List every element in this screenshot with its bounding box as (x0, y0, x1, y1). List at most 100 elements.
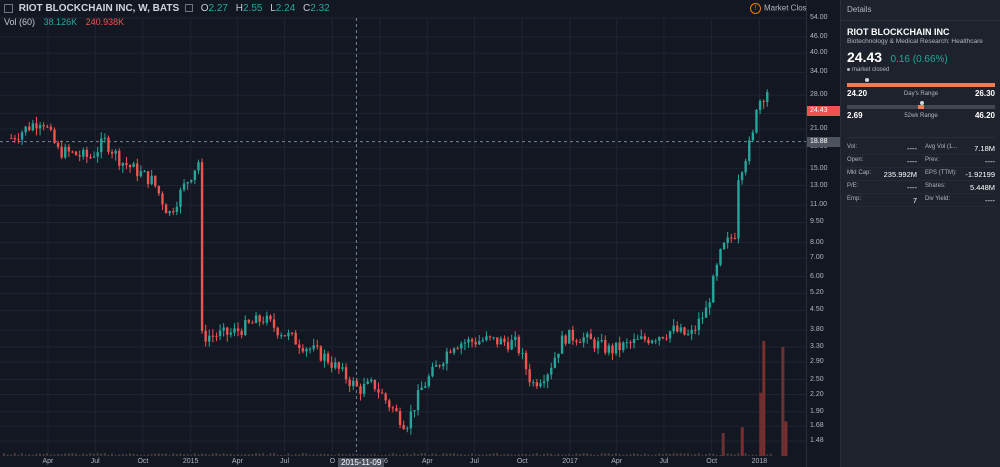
candle-body (539, 383, 542, 387)
volume-bar (319, 453, 322, 456)
volume-legend[interactable]: Vol (60) 38.126K 240.938K (4, 17, 124, 27)
volume-bar (658, 453, 661, 456)
stat-row: Emp: 7 Div Yield: ---- (847, 194, 995, 207)
volume-bar (679, 453, 682, 456)
volume-bar (309, 454, 311, 456)
volume-bar (726, 453, 729, 456)
volume-bar (168, 454, 171, 456)
current-price: 24.43 (847, 49, 883, 65)
volume-bar (298, 454, 301, 456)
volume-bar (247, 454, 250, 456)
candle-body (272, 319, 276, 328)
candle-body (442, 363, 445, 367)
x-tick-label: 2015 (183, 458, 199, 465)
candle-body (499, 338, 503, 345)
x-tick-label: Oct (706, 458, 717, 465)
stat-label: P/E: (847, 182, 859, 189)
volume-bar (517, 454, 520, 456)
candle-body (154, 175, 157, 186)
volume-bar (287, 453, 290, 456)
candle-body (323, 353, 326, 361)
candle-body (611, 345, 614, 354)
price-tick-label: 11.00 (810, 201, 827, 209)
candle-body (452, 348, 456, 353)
candle-body (650, 340, 654, 344)
chart-area[interactable]: AprJulOct2015AprJulO2016AprJulOct2017Apr… (0, 0, 816, 467)
candle-body (406, 428, 409, 430)
candle-body (240, 330, 243, 335)
volume-bar (24, 454, 27, 456)
candle-body (290, 332, 294, 334)
52wk-range-fill (918, 105, 924, 109)
volume-bar (373, 453, 376, 456)
volume-bar (553, 454, 556, 456)
candle-body (503, 338, 506, 343)
candle-body (557, 353, 560, 358)
settings-icon[interactable] (184, 4, 193, 13)
stat-value: ---- (985, 156, 995, 166)
volume-bar (633, 453, 635, 456)
candle-body (524, 352, 528, 370)
collapse-icon[interactable] (4, 3, 13, 13)
volume-spike (784, 421, 788, 456)
candle-body (622, 342, 625, 351)
volume-bar (395, 454, 398, 456)
candle-body (179, 189, 182, 207)
volume-bar (399, 454, 401, 456)
volume-bar (46, 453, 49, 456)
stat-row: Vol: ---- Avg Vol (1... 7.18M (847, 142, 995, 155)
crosshair-date-badge: 2015-11-09 (338, 458, 385, 467)
price-axis[interactable]: 54.0046.0040.0034.0028.0024.0021.0018.00… (806, 0, 841, 467)
stat-label: Emp: (847, 195, 862, 202)
volume-bar (280, 454, 283, 456)
volume-bar (661, 454, 664, 456)
candle-body (672, 325, 675, 332)
candle-body (661, 337, 665, 339)
candle-body (514, 336, 517, 340)
price-tick-label: 54.00 (810, 14, 828, 21)
stat-value: 7 (912, 195, 917, 205)
volume-bar (219, 454, 221, 456)
candle-body (28, 126, 31, 131)
candle-body (229, 332, 233, 335)
volume-bar (733, 454, 736, 456)
x-tick-label: Oct (137, 458, 148, 465)
candle-body (697, 318, 701, 331)
candle-body (56, 142, 60, 147)
candle-body (755, 109, 758, 133)
candle-body (420, 387, 423, 390)
volume-bar (370, 454, 373, 456)
stat-value: 235.992M (883, 169, 917, 179)
x-tick-label: 2018 (752, 458, 768, 465)
volume-bar (31, 454, 34, 456)
price-tick-label: 8.00 (810, 238, 824, 246)
candle-body (506, 342, 510, 350)
days-range-high: 26.30 (974, 89, 995, 98)
candle-body (121, 162, 125, 166)
days-range: 24.20 Day's Range 26.30 (847, 77, 995, 105)
volume-bar (183, 454, 185, 456)
volume-bar (355, 453, 358, 456)
candle-body (13, 137, 17, 140)
candle-body (258, 315, 261, 322)
volume-bar (75, 453, 77, 456)
candle-body (208, 335, 211, 342)
candle-body (708, 302, 711, 308)
52wk-range-high: 46.20 (974, 111, 995, 120)
x-tick-label: Apr (611, 458, 623, 465)
volume-bar (431, 453, 434, 456)
stat-row: P/E: ---- Shares: 5.448M (847, 181, 995, 194)
candle-body (110, 151, 114, 154)
volume-bar (381, 454, 383, 456)
candle-body (593, 339, 596, 349)
symbol-title[interactable]: RIOT BLOCKCHAIN INC, W, BATS (18, 3, 180, 14)
price-chart[interactable]: AprJulOct2015AprJulO2016AprJulOct2017Apr… (0, 0, 806, 467)
volume-bar (312, 454, 315, 456)
volume-bar (6, 454, 9, 456)
candle-body (74, 151, 78, 156)
details-title[interactable]: Details (841, 0, 1000, 21)
volume-bar (561, 454, 563, 456)
candle-body (488, 336, 492, 338)
volume-bar (208, 454, 211, 456)
volume-bar (737, 453, 740, 456)
